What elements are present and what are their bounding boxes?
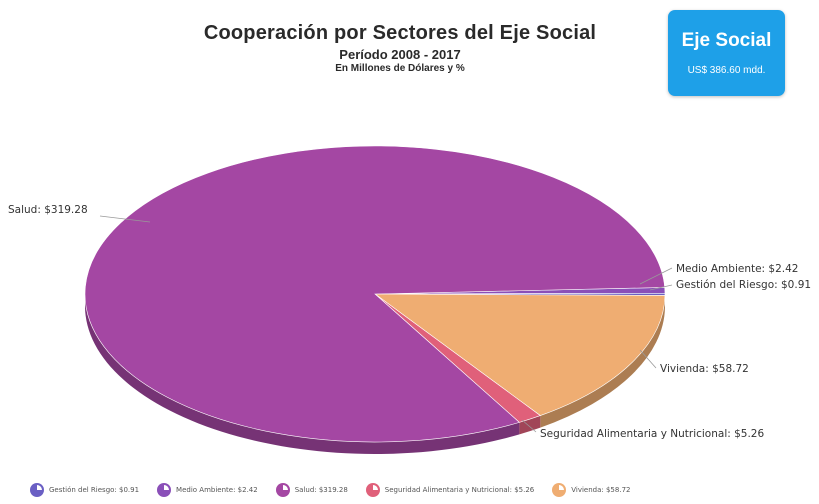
badge-title: Eje Social — [681, 30, 772, 51]
legend-label: Seguridad Alimentaria y Nutricional: $5.… — [384, 486, 535, 494]
leader-line-seguridad-alimentaria-y-nutricional — [521, 419, 537, 433]
data-label-seguridad-alimentaria-y-nutricional: Seguridad Alimentaria y Nutricional: $5.… — [540, 428, 764, 440]
legend-item-seguridad-alimentaria-y-nutricional[interactable]: Seguridad Alimentaria y Nutricional: $5.… — [365, 483, 535, 497]
legend-item-gestion-del-riesgo[interactable]: Gestión del Riesgo: $0.91 — [30, 483, 139, 497]
chart-header: Cooperación por Sectores del Eje Social … — [170, 22, 630, 74]
pie-side-4 — [540, 295, 665, 428]
pie-slice-vivienda[interactable] — [374, 293, 666, 416]
pie-slice-salud[interactable] — [84, 145, 666, 443]
legend-item-vivienda[interactable]: Vivienda: $58.72 — [552, 483, 630, 497]
pie-legend-icon — [157, 483, 172, 497]
pie-side-2 — [85, 294, 520, 455]
data-label-medio-ambiente: Medio Ambiente: $2.42 — [676, 263, 798, 275]
chart-subtitle: Período 2008 - 2017 — [339, 47, 461, 62]
chart-legend: Gestión del Riesgo: $0.91 Medio Ambiente:… — [30, 480, 800, 500]
pie-side-3 — [519, 415, 541, 435]
pie-legend-icon — [365, 483, 380, 497]
pie-legend-icon — [30, 483, 44, 497]
pie-legend-icon — [552, 483, 567, 497]
chart-unit-note: En Millones de Dólares y % — [335, 63, 465, 74]
leader-line-salud — [99, 215, 151, 223]
legend-label: Gestión del Riesgo: $0.91 — [49, 486, 140, 494]
data-label-gestion-del-riesgo: Gestión del Riesgo: $0.91 — [676, 279, 811, 291]
pie-legend-icon — [275, 483, 290, 497]
data-label-salud: Salud: $319.28 — [8, 204, 88, 216]
legend-label: Salud: $319.28 — [294, 486, 348, 494]
data-label-vivienda: Vivienda: $58.72 — [660, 363, 749, 375]
legend-label: Medio Ambiente: $2.42 — [176, 486, 258, 494]
leader-line-vivienda — [639, 349, 657, 369]
leader-line-gestion-del-riesgo — [649, 284, 673, 291]
badge-total-value: US$ 386.60 mdd. — [687, 65, 766, 76]
legend-item-salud[interactable]: Salud: $319.28 — [275, 483, 348, 497]
chart-title: Cooperación por Sectores del Eje Social — [203, 22, 597, 44]
legend-item-medio-ambiente[interactable]: Medio Ambiente: $2.42 — [157, 483, 258, 497]
total-badge: Eje Social US$ 386.60 mdd. — [668, 10, 785, 96]
legend-label: Vivienda: $58.72 — [571, 486, 631, 494]
leader-line-medio-ambiente — [639, 267, 673, 285]
